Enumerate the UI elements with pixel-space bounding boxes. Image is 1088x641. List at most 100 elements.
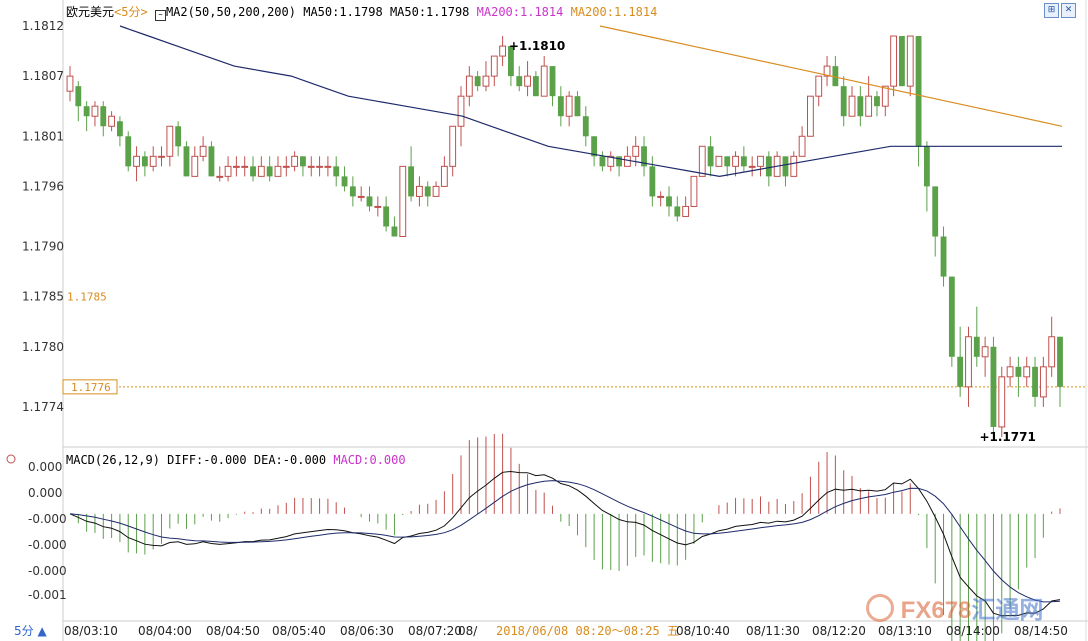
candle-body <box>399 165 407 238</box>
period-tag: <5分> <box>114 5 148 19</box>
candle-body <box>324 165 332 168</box>
candle-body <box>108 115 116 127</box>
candle-body <box>457 95 465 127</box>
candle-body <box>632 145 640 157</box>
candle-body <box>1023 366 1031 378</box>
candle-body <box>865 95 873 117</box>
candle-body <box>574 96 581 117</box>
candle-body <box>657 195 665 198</box>
ma200-value-b: MA200:1.1814 <box>570 5 658 19</box>
candle-body <box>1032 366 1038 397</box>
candle-body <box>357 195 365 198</box>
ma-indicator-label[interactable]: MA2(50,50,200,200) <box>165 5 296 19</box>
candle-body <box>1015 366 1022 377</box>
y-tick-label: 1.1801 <box>22 129 64 143</box>
candle-body <box>782 156 789 177</box>
y-tick-label: 1.1812 <box>22 19 64 33</box>
candle-body <box>341 176 348 187</box>
candle-body <box>707 146 714 167</box>
x-tick-label: 08/ <box>458 624 478 638</box>
macd-settings-icon <box>6 454 16 464</box>
ma-indicator-icon: ~ <box>154 10 166 21</box>
candle-body <box>649 166 656 197</box>
candle-body <box>848 95 856 117</box>
low-price-label: +1.1771 <box>979 430 1035 444</box>
close-icon[interactable]: ✕ <box>1061 3 1076 18</box>
ma50-line <box>119 25 1062 178</box>
candle-body <box>815 75 823 97</box>
candle-body <box>857 96 864 117</box>
candle-body <box>899 36 905 87</box>
candle-body <box>158 155 165 158</box>
candle-body <box>565 95 573 117</box>
period-button[interactable]: 5分 ▲ <box>14 624 47 638</box>
magnify-icon[interactable]: ⊞ <box>1044 3 1059 18</box>
candle-body <box>890 35 898 87</box>
macd-y-tick: -0.000 <box>28 538 67 552</box>
candle-body <box>490 55 498 77</box>
candle-body <box>300 156 306 167</box>
candle-body <box>125 136 132 167</box>
candle-body <box>607 155 615 167</box>
candle-body <box>557 96 564 117</box>
ma200-value-a: MA200:1.1814 <box>476 5 564 19</box>
macd-dea-line <box>69 480 1061 603</box>
candle-body <box>832 66 839 87</box>
candle-body <box>307 165 315 168</box>
x-tick-label: 08/05:40 <box>272 624 326 638</box>
candle-body <box>482 75 490 87</box>
candle-body <box>257 165 265 177</box>
candle-body <box>915 36 922 147</box>
candle-body <box>141 156 148 167</box>
y-tick-label: 1.1807 <box>22 69 64 83</box>
candle-body <box>957 356 964 387</box>
chart-header: 欧元美元<5分> ~ MA2(50,50,200,200) MA50:1.1798… <box>66 3 657 21</box>
candle-body <box>641 146 647 167</box>
candle-body <box>998 376 1006 428</box>
instrument-label: 欧元美元 <box>66 5 115 19</box>
x-highlight-label: 2018/06/08 08:20～08:25 五 <box>496 624 679 638</box>
candle-body <box>748 165 756 168</box>
candle-body <box>715 155 723 167</box>
candle-body <box>224 165 232 177</box>
watermark: FX678汇通网 <box>866 590 1043 625</box>
x-tick-label: 08/12:20 <box>812 624 866 638</box>
candle-body <box>981 346 989 358</box>
ma200-line <box>599 25 1063 127</box>
candle-body <box>1057 336 1063 387</box>
candle-body <box>666 196 672 207</box>
x-tick-label: 08/14:00 <box>946 624 1000 638</box>
candle-body <box>216 175 224 178</box>
candle-body <box>599 156 606 167</box>
ref1-label: 1.1785 <box>67 291 107 304</box>
candle-body <box>66 75 74 92</box>
candle-body <box>408 166 415 197</box>
candle-body <box>383 206 390 227</box>
candle-body <box>183 146 190 177</box>
candle-body <box>1048 336 1056 368</box>
candle-body <box>424 186 431 197</box>
candle-body <box>75 86 82 107</box>
candle-body <box>757 155 764 167</box>
candle-body <box>465 75 473 97</box>
candle-body <box>698 145 706 177</box>
x-tick-label: 08/14:50 <box>1014 624 1068 638</box>
candle-body <box>241 165 249 168</box>
candle-body <box>282 165 290 168</box>
candle-body <box>232 165 240 168</box>
candle-body <box>449 125 457 167</box>
candle-body <box>591 136 598 157</box>
candle-body <box>1039 366 1047 398</box>
y-tick-label: 1.1774 <box>22 400 64 414</box>
ma50-value-a: MA50:1.1798 <box>303 5 383 19</box>
candle-body <box>349 186 356 197</box>
x-tick-label: 08/06:30 <box>340 624 394 638</box>
x-tick-label: 08/04:00 <box>138 624 192 638</box>
macd-y-tick: -0.001 <box>28 588 67 602</box>
candle-body <box>266 166 273 177</box>
candle-body <box>208 146 215 177</box>
watermark-logo-icon <box>866 594 894 622</box>
candle-body <box>724 156 731 167</box>
candle-body <box>582 116 589 137</box>
